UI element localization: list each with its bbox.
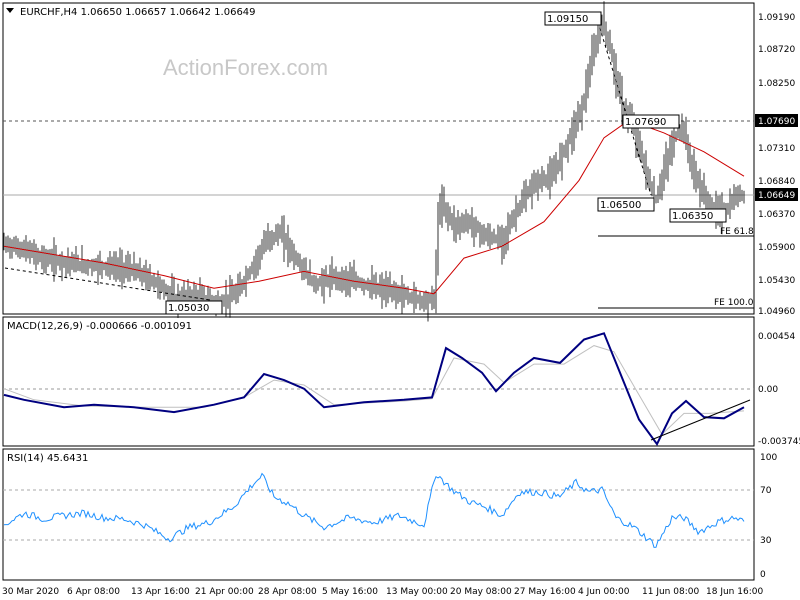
annotation-1-05030: 1.05030 <box>165 300 223 315</box>
retrace-trendline <box>597 21 652 196</box>
rsi-panel-frame <box>2 448 755 581</box>
price-tick: 1.05430 <box>758 276 795 286</box>
rsi-tick: 70 <box>760 486 772 496</box>
price-tick: 1.06840 <box>758 177 795 187</box>
current-price-tag-label: 1.06649 <box>758 191 795 201</box>
price-tick: 1.08720 <box>758 45 795 55</box>
rsi-title: RSI(14) 45.6431 <box>7 453 88 464</box>
macd-tick: 0.00 <box>758 385 778 395</box>
macd-tick: 0.00454 <box>758 332 795 342</box>
price-tick: 1.05900 <box>758 243 795 253</box>
macd-tick: -0.003745 <box>758 437 800 447</box>
price-tick: 1.09190 <box>758 13 795 23</box>
time-tick: 6 Apr 08:00 <box>67 587 120 597</box>
annotation-label: 1.06350 <box>672 211 713 222</box>
resistance-tag-label: 1.07690 <box>758 117 795 127</box>
macd-main-line <box>3 332 745 447</box>
fe-100-label: FE 100.0 <box>714 298 754 308</box>
time-tick: 4 Jun 00:00 <box>578 587 630 597</box>
price-tick: 1.07310 <box>758 144 795 154</box>
macd-panel-frame <box>2 316 755 447</box>
time-axis: 30 Mar 2020 6 Apr 08:00 13 Apr 16:00 21 … <box>2 587 763 597</box>
time-tick: 30 Mar 2020 <box>2 587 59 597</box>
annotation-label: 1.07690 <box>625 117 666 128</box>
price-tick: 1.08250 <box>758 79 795 89</box>
price-panel-frame <box>2 2 755 315</box>
annotation-label: 1.05030 <box>168 303 209 314</box>
annotation-1-06500: 1.06500 <box>597 197 655 212</box>
rsi-tick: 0 <box>760 570 766 580</box>
time-tick: 11 Jun 08:00 <box>642 587 699 597</box>
macd-trendline <box>650 399 751 441</box>
time-tick: 13 May 00:00 <box>386 587 448 597</box>
rsi-line <box>3 472 745 548</box>
time-tick: 13 Apr 16:00 <box>131 587 190 597</box>
falling-trendline <box>4 267 211 301</box>
time-tick: 21 Apr 00:00 <box>195 587 254 597</box>
time-tick: 18 Jun 16:00 <box>706 587 763 597</box>
annotation-label: 1.09150 <box>547 14 588 25</box>
fe-61-8-label: FE 61.8 <box>720 227 754 237</box>
annotation-1-07690: 1.07690 <box>622 114 680 129</box>
price-tick: 1.04960 <box>758 307 795 317</box>
annotation-1-09150: 1.09150 <box>544 11 602 26</box>
time-tick: 27 May 16:00 <box>514 587 576 597</box>
macd-title: MACD(12,26,9) -0.000666 -0.001091 <box>7 321 192 332</box>
rsi-tick: 100 <box>760 453 777 463</box>
price-bars <box>3 1 745 322</box>
resistance-tag <box>755 114 798 127</box>
rsi-tick: 30 <box>760 536 772 546</box>
annotation-label: 1.06500 <box>600 200 641 211</box>
dropdown-arrow-icon[interactable] <box>6 8 14 13</box>
macd-signal-line <box>3 345 745 436</box>
time-tick: 5 May 16:00 <box>322 587 378 597</box>
annotation-1-06350: 1.06350 <box>669 208 727 223</box>
price-tick: 1.06370 <box>758 210 795 220</box>
watermark: ActionForex.com <box>163 55 328 80</box>
time-tick: 20 May 08:00 <box>450 587 512 597</box>
current-price-tag <box>755 188 798 201</box>
price-axis: 1.09190 1.08720 1.08250 1.07310 1.06840 … <box>758 13 795 317</box>
symbol-header: EURCHF,H4 1.06650 1.06657 1.06642 1.0664… <box>20 7 256 18</box>
time-tick: 28 Apr 08:00 <box>258 587 317 597</box>
